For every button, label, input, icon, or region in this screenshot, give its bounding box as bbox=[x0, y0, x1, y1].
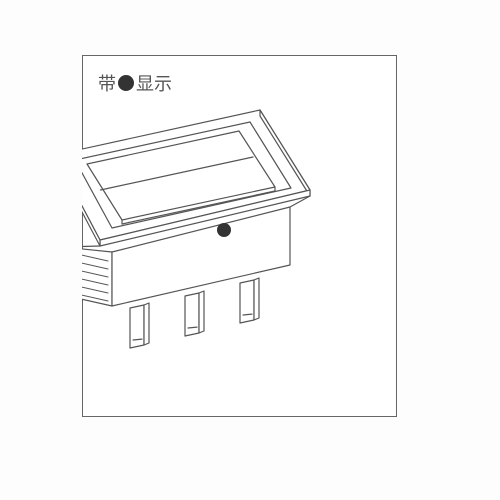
switch-diagram bbox=[82, 55, 397, 422]
canvas: 带 显示 bbox=[0, 0, 500, 500]
